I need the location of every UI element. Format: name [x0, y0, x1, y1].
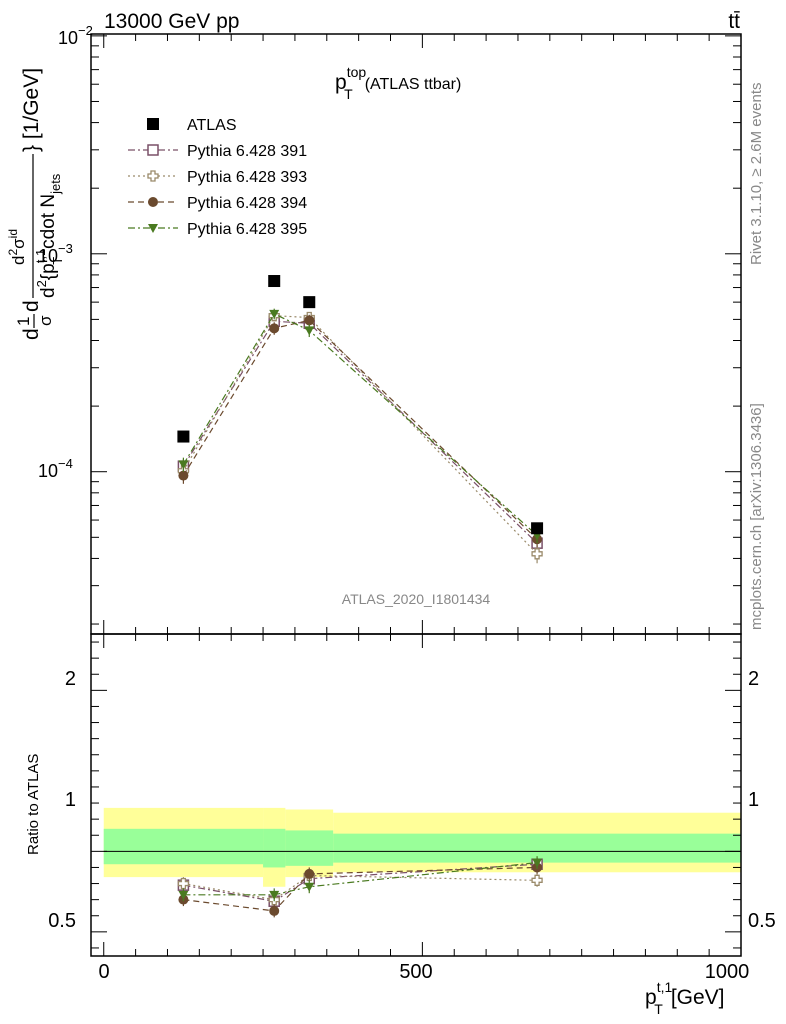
series-line-pythia-6-428-393: [182, 315, 538, 555]
legend-entry-pythia-6-428-391: Pythia 6.428 391: [128, 143, 307, 160]
legend-marker-atlas: [147, 118, 159, 130]
ratio-line-pythia-6-428-395: [183, 862, 538, 896]
mcplots-label: mcplots.cern.ch [arXiv:1306.3436]: [748, 403, 765, 630]
y-tick-label-1e-2: 10−2: [58, 23, 93, 48]
ratio-point-pythia-6-428-395: [532, 858, 543, 868]
point-pythia-6-428-395: [269, 309, 280, 319]
ratio-band-green-0: [103, 828, 264, 865]
ratio-point-pythia-6-428-394: [304, 868, 315, 879]
ratio-point-pythia-6-428-393: [531, 874, 543, 886]
legend-label-atlas: ATLAS: [187, 117, 237, 134]
x-axis-label: pt,1 T [GeV]: [645, 979, 725, 1017]
ratio-point-pythia-6-428-395: [304, 882, 315, 892]
x-tick-label-0: 0: [98, 961, 109, 983]
ratio-y-tick-label-2: 2: [65, 668, 76, 690]
ratio-line-pythia-6-428-391: [183, 863, 538, 902]
analysis-watermark: ATLAS_2020_I1801434: [342, 591, 491, 607]
ratio-y-ticks: [91, 641, 741, 949]
point-atlas: [303, 296, 316, 309]
point-atlas: [177, 430, 190, 443]
legend-entry-pythia-6-428-395: Pythia 6.428 395: [128, 221, 307, 238]
ratio-point-pythia-6-428-394: [269, 905, 280, 916]
legend: ATLAS Pythia 6.428 391 Pythia 6.428 393 Pyt…: [128, 117, 307, 238]
legend-label-pythia-6-428-393: Pythia 6.428 393: [187, 169, 307, 186]
ratio-band-green-1: [263, 828, 286, 868]
ratio-point-pythia-6-428-395: [178, 890, 189, 900]
ratio-y-tick-labels: 0.5 1 2 0.5 1 2: [48, 668, 776, 932]
main-series-group: [177, 275, 544, 564]
ratio-y-tick-label-1: 1: [65, 789, 76, 811]
legend-marker-pythia-6-428-395: [148, 224, 158, 233]
energy-label: 13000 GeV pp: [104, 10, 239, 33]
point-pythia-6-428-393: [531, 548, 543, 560]
svg-text:} [1/GeV]: } [1/GeV]: [20, 68, 43, 152]
svg-text:d: d: [20, 300, 43, 312]
legend-label-pythia-6-428-395: Pythia 6.428 395: [187, 221, 307, 238]
legend-entry-pythia-6-428-394: Pythia 6.428 394: [128, 195, 307, 212]
ratio-x-ticks: [103, 634, 742, 956]
y-tick-label-1e-4: 10−4: [38, 456, 73, 481]
series-line-pythia-6-428-391: [182, 320, 538, 544]
main-y-ticks: [91, 35, 741, 625]
series-line-pythia-6-428-395: [182, 313, 538, 536]
svg-text:d: d: [20, 328, 43, 340]
ratio-y-axis-label: Ratio to ATLAS: [25, 754, 42, 855]
ratio-line-pythia-6-428-393: [183, 874, 538, 901]
legend-entry-atlas: ATLAS: [147, 117, 237, 134]
main-y-axis-label: d 1 σ d d2σid d2{pt,1 Tcdot Njets } [1/Ge…: [6, 68, 65, 340]
legend-marker-pythia-6-428-394: [148, 197, 158, 207]
ratio-y-tick-label-0.5: 0.5: [48, 910, 76, 932]
ratio-x-tick-labels: 0 500 1000: [98, 961, 749, 983]
ratio-point-pythia-6-428-393: [177, 877, 190, 890]
ratio-band-green-2: [285, 830, 334, 866]
point-pythia-6-428-394: [269, 323, 280, 334]
x-tick-label-500: 500: [399, 961, 432, 983]
process-label: tt̄: [728, 10, 740, 33]
y-tick-label-1e-3: 10−3: [38, 241, 73, 266]
ratio-panel-frame: [90, 633, 742, 957]
ratio-y-tick-label-right-1: 1: [748, 789, 759, 811]
svg-text:d2σid: d2σid: [6, 229, 28, 265]
legend-marker-pythia-6-428-391: [147, 144, 159, 156]
ratio-y-tick-label-right-0.5: 0.5: [748, 910, 776, 932]
legend-entry-pythia-6-428-393: Pythia 6.428 393: [128, 169, 307, 186]
point-pythia-6-428-394: [178, 470, 189, 481]
point-pythia-6-428-394: [304, 315, 315, 326]
svg-text:1: 1: [14, 317, 33, 326]
point-pythia-6-428-395: [304, 326, 315, 336]
point-pythia-6-428-395: [178, 460, 189, 470]
plot-title: ptop T(ATLAS ttbar): [335, 64, 461, 102]
legend-marker-pythia-6-428-393: [147, 170, 159, 182]
x-tick-label-1000: 1000: [705, 961, 750, 983]
ratio-series-group: [177, 856, 543, 918]
rivet-version-label: Rivet 3.1.10, ≥ 2.6M events: [748, 83, 765, 266]
ratio-line-pythia-6-428-394: [183, 866, 538, 912]
legend-label-pythia-6-428-391: Pythia 6.428 391: [187, 143, 307, 160]
point-atlas: [268, 275, 281, 288]
main-y-tick-labels: 10−2 10−3 10−4: [38, 23, 93, 481]
main-x-ticks: [103, 34, 742, 634]
point-atlas: [531, 522, 544, 535]
ratio-y-tick-label-right-2: 2: [748, 668, 759, 690]
legend-label-pythia-6-428-394: Pythia 6.428 394: [187, 195, 307, 212]
ratio-point-pythia-6-428-395: [269, 890, 280, 900]
svg-text:σ: σ: [36, 315, 55, 326]
series-line-pythia-6-428-394: [182, 319, 538, 540]
